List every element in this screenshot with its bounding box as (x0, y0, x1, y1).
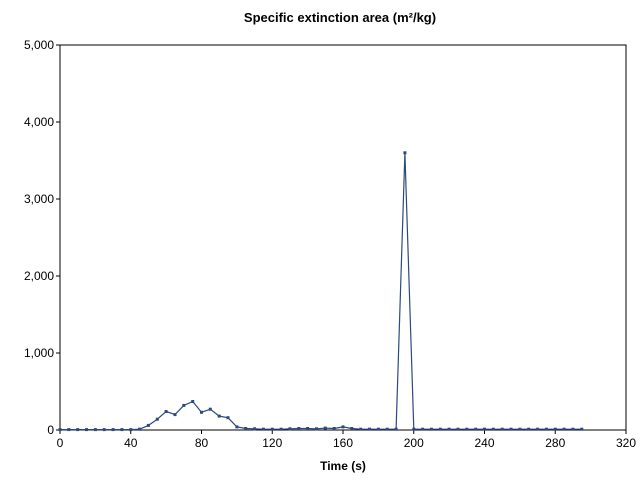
data-point (253, 427, 257, 431)
data-point (359, 427, 363, 431)
data-point (67, 428, 71, 432)
data-point (412, 427, 416, 431)
data-point (394, 427, 398, 431)
data-point (270, 427, 274, 431)
data-point (217, 414, 221, 418)
data-point (146, 423, 150, 427)
x-tick-label: 320 (616, 436, 636, 450)
data-point (350, 427, 354, 430)
data-point (164, 410, 168, 413)
data-point (58, 428, 62, 432)
data-point (483, 427, 486, 431)
data-point (562, 427, 566, 431)
data-point (76, 428, 80, 432)
data-point (323, 426, 327, 430)
data-point (474, 427, 478, 431)
data-point (341, 425, 345, 429)
data-point (553, 427, 557, 431)
y-tick-label: 0 (47, 423, 54, 437)
x-axis-label: Time (s) (320, 459, 366, 473)
data-point (182, 403, 186, 407)
data-point (261, 427, 265, 431)
y-tick-label: 3,000 (24, 192, 54, 206)
chart-title: Specific extinction area (m²/kg) (244, 10, 436, 25)
data-point (315, 427, 318, 431)
data-point (571, 427, 575, 431)
x-tick-label: 240 (474, 436, 494, 450)
x-tick-label: 160 (333, 436, 353, 450)
data-point (509, 427, 513, 431)
data-point (279, 427, 283, 431)
data-point (500, 427, 504, 431)
data-point (518, 427, 522, 431)
data-point (429, 427, 433, 431)
data-point (447, 427, 451, 431)
plot-area-frame (59, 44, 627, 431)
y-axis-ticks: 0 1,000 2,000 3,000 4,000 5,000 (24, 38, 60, 437)
data-point (465, 427, 469, 431)
x-tick-label: 120 (262, 436, 282, 450)
data-point (491, 427, 495, 431)
data-point (120, 428, 124, 432)
data-point (544, 427, 548, 431)
y-tick-label: 2,000 (24, 269, 54, 283)
y-tick-label: 4,000 (24, 115, 54, 129)
x-tick-label: 280 (545, 436, 565, 450)
data-point (438, 427, 442, 431)
data-point (85, 428, 88, 432)
data-point (208, 407, 212, 411)
x-tick-label: 40 (124, 436, 138, 450)
data-point (244, 427, 248, 430)
data-point (173, 413, 177, 417)
data-point (226, 416, 230, 420)
data-point (332, 427, 336, 430)
data-point (536, 427, 540, 431)
x-tick-label: 80 (195, 436, 209, 450)
x-tick-label: 200 (404, 436, 424, 450)
data-point (580, 427, 584, 431)
y-tick-label: 5,000 (24, 38, 54, 52)
data-point (421, 427, 425, 431)
series-line (60, 152, 582, 431)
data-point (368, 427, 371, 431)
data-point (306, 427, 310, 430)
data-point (456, 427, 460, 431)
data-point (191, 400, 195, 403)
data-point (376, 427, 380, 431)
data-point (297, 427, 301, 430)
x-tick-label: 0 (57, 436, 64, 450)
data-point (288, 427, 292, 431)
data-point (155, 417, 159, 421)
data-point (111, 428, 115, 432)
data-point (93, 428, 97, 432)
data-point (102, 428, 106, 432)
data-series-group (58, 151, 584, 432)
x-axis-ticks: 0 40 80 120 160 200 240 280 320 (57, 430, 636, 450)
data-point (138, 427, 142, 431)
data-point (200, 410, 203, 414)
data-point (385, 427, 389, 431)
data-point (235, 425, 239, 429)
data-point (527, 427, 531, 431)
data-point (403, 151, 407, 155)
data-point (129, 428, 133, 432)
y-tick-label: 1,000 (24, 346, 54, 360)
